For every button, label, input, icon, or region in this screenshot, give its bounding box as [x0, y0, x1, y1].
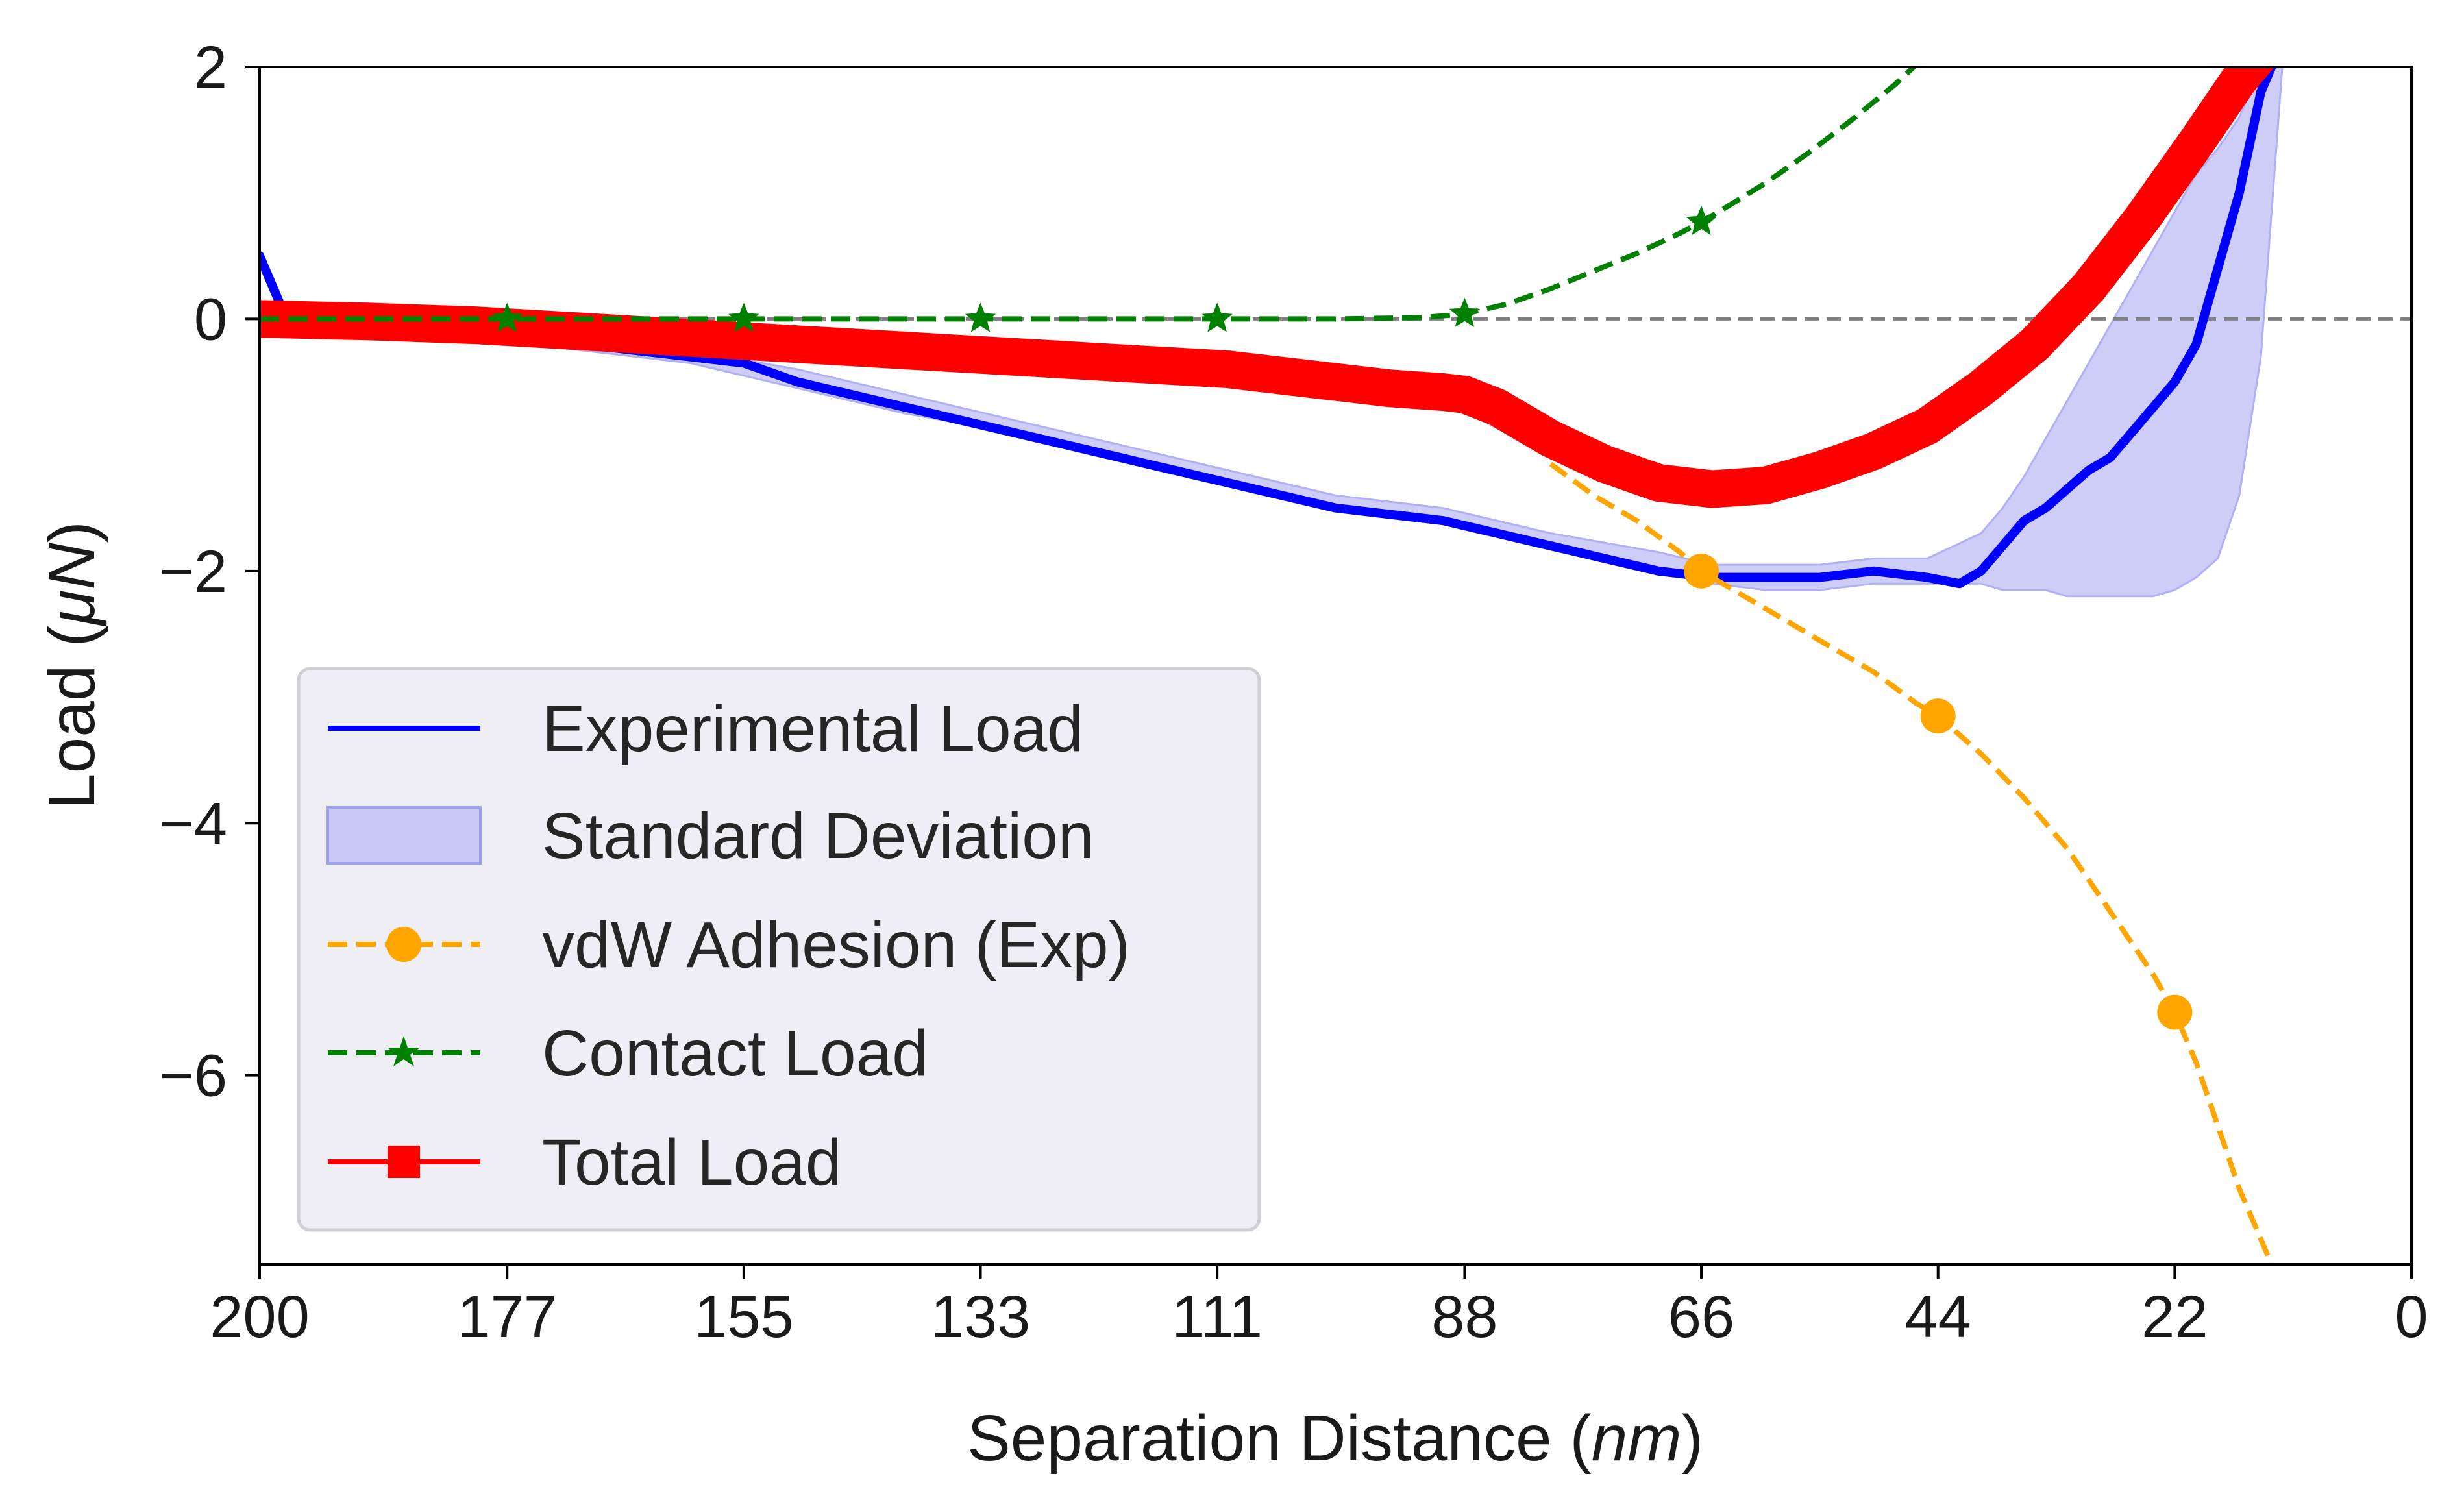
y-tick-label: 0	[194, 286, 227, 352]
legend-label-vdw-adhesion: vdW Adhesion (Exp)	[542, 909, 1130, 981]
x-tick-label: 133	[931, 1284, 1031, 1350]
legend-marker-total-load	[388, 1146, 420, 1178]
x-axis-ticks: 200 177 155 133 111 88 66 44 22 0	[210, 1264, 2428, 1350]
contact-load-point	[1201, 302, 1233, 332]
legend-swatch-standard-deviation	[326, 806, 482, 865]
y-tick-label: −4	[159, 791, 227, 857]
plot-area-frame	[258, 66, 2413, 1266]
vdw-adhesion-point	[2157, 994, 2193, 1030]
series-total-load-line	[260, 67, 2275, 508]
y-tick-label: −2	[159, 539, 227, 605]
legend-frame	[297, 667, 1261, 1232]
legend-label-experimental-load: Experimental Load	[542, 693, 1083, 765]
x-axis-label: Separation Distance (nm)	[967, 1402, 1703, 1475]
legend-marker-vdw-adhesion	[386, 927, 421, 962]
y-axis-label: Load (μN)	[36, 521, 108, 809]
vdw-adhesion-point	[1920, 698, 1956, 734]
y-axis-ticks: 2 0 −2 −4 −6	[159, 34, 260, 1109]
contact-load-point	[491, 302, 523, 332]
contact-load-point	[965, 302, 996, 332]
y-tick-label: −6	[159, 1043, 227, 1109]
x-tick-label: 66	[1668, 1284, 1734, 1350]
x-tick-label: 0	[2395, 1284, 2428, 1350]
vdw-adhesion-point	[1684, 553, 1719, 589]
series-contact-load-line	[260, 67, 1918, 322]
legend-label-standard-deviation: Standard Deviation	[542, 800, 1094, 872]
contact-load-point	[728, 302, 759, 332]
x-tick-label: 200	[210, 1284, 310, 1350]
x-tick-label: 88	[1431, 1284, 1497, 1350]
x-tick-label: 22	[2141, 1284, 2208, 1350]
legend-label-contact-load: Contact Load	[542, 1017, 928, 1090]
legend-label-total-load: Total Load	[542, 1126, 841, 1199]
legend-marker-contact-load	[388, 1036, 420, 1066]
legend: Experimental Load Standard Deviation vdW…	[297, 667, 1261, 1232]
contact-load-point	[1449, 297, 1481, 327]
contact-load-point	[1686, 205, 1717, 236]
series-vdw-adhesion-line	[1549, 461, 2274, 1264]
x-tick-label: 177	[457, 1284, 557, 1350]
y-tick-label: 2	[194, 34, 227, 101]
x-tick-label: 155	[694, 1284, 794, 1350]
x-tick-label: 44	[1905, 1284, 1971, 1350]
series-layer	[260, 67, 2411, 1264]
x-tick-label: 111	[1172, 1284, 1263, 1350]
